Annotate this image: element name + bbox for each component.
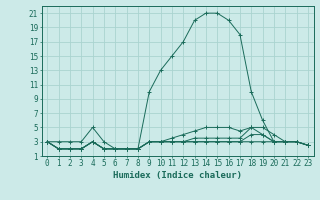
X-axis label: Humidex (Indice chaleur): Humidex (Indice chaleur) — [113, 171, 242, 180]
